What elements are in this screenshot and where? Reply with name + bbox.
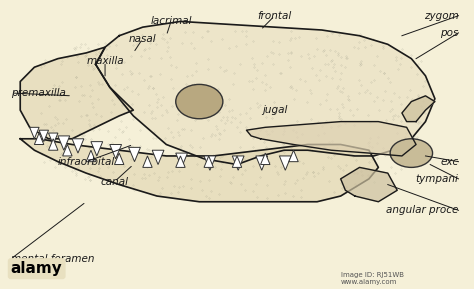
Polygon shape bbox=[72, 139, 84, 153]
Text: canal: canal bbox=[100, 177, 128, 187]
Polygon shape bbox=[246, 122, 416, 156]
Text: nasal: nasal bbox=[129, 34, 156, 44]
Text: premaxilla: premaxilla bbox=[11, 88, 66, 98]
Polygon shape bbox=[58, 136, 70, 150]
Text: maxilla: maxilla bbox=[86, 56, 124, 66]
Polygon shape bbox=[91, 142, 103, 156]
Ellipse shape bbox=[390, 139, 433, 167]
Polygon shape bbox=[86, 150, 96, 162]
Polygon shape bbox=[20, 47, 133, 139]
Text: frontal: frontal bbox=[257, 11, 292, 21]
Text: lacrimal: lacrimal bbox=[150, 16, 192, 26]
Polygon shape bbox=[35, 133, 44, 144]
Polygon shape bbox=[232, 156, 242, 167]
Polygon shape bbox=[20, 139, 378, 202]
Polygon shape bbox=[39, 130, 48, 142]
Polygon shape bbox=[279, 156, 291, 170]
Polygon shape bbox=[176, 153, 188, 167]
Text: angular proce: angular proce bbox=[386, 205, 458, 215]
Polygon shape bbox=[204, 156, 213, 167]
Text: alamy: alamy bbox=[11, 261, 63, 276]
Polygon shape bbox=[48, 139, 58, 150]
Polygon shape bbox=[152, 150, 164, 164]
Polygon shape bbox=[63, 144, 72, 156]
Polygon shape bbox=[402, 96, 435, 122]
Polygon shape bbox=[96, 21, 435, 164]
Polygon shape bbox=[143, 156, 152, 167]
Text: jugal: jugal bbox=[262, 105, 287, 115]
Text: mental foramen: mental foramen bbox=[11, 254, 94, 264]
Polygon shape bbox=[128, 147, 140, 162]
Text: pos: pos bbox=[440, 28, 458, 38]
Text: tympani: tympani bbox=[416, 174, 458, 184]
Polygon shape bbox=[341, 167, 397, 202]
Text: exc: exc bbox=[440, 157, 458, 167]
Polygon shape bbox=[48, 133, 58, 144]
Polygon shape bbox=[110, 144, 121, 159]
Polygon shape bbox=[176, 156, 185, 167]
Polygon shape bbox=[30, 127, 39, 139]
Text: infraorbital: infraorbital bbox=[57, 157, 115, 167]
Polygon shape bbox=[256, 156, 268, 170]
Text: Image ID: RJ51WB
www.alamy.com: Image ID: RJ51WB www.alamy.com bbox=[341, 272, 404, 285]
Polygon shape bbox=[204, 156, 216, 170]
Polygon shape bbox=[289, 150, 298, 162]
Polygon shape bbox=[232, 156, 244, 170]
Ellipse shape bbox=[176, 84, 223, 119]
Text: zygom: zygom bbox=[424, 11, 458, 21]
Polygon shape bbox=[115, 153, 124, 164]
Polygon shape bbox=[261, 153, 270, 164]
